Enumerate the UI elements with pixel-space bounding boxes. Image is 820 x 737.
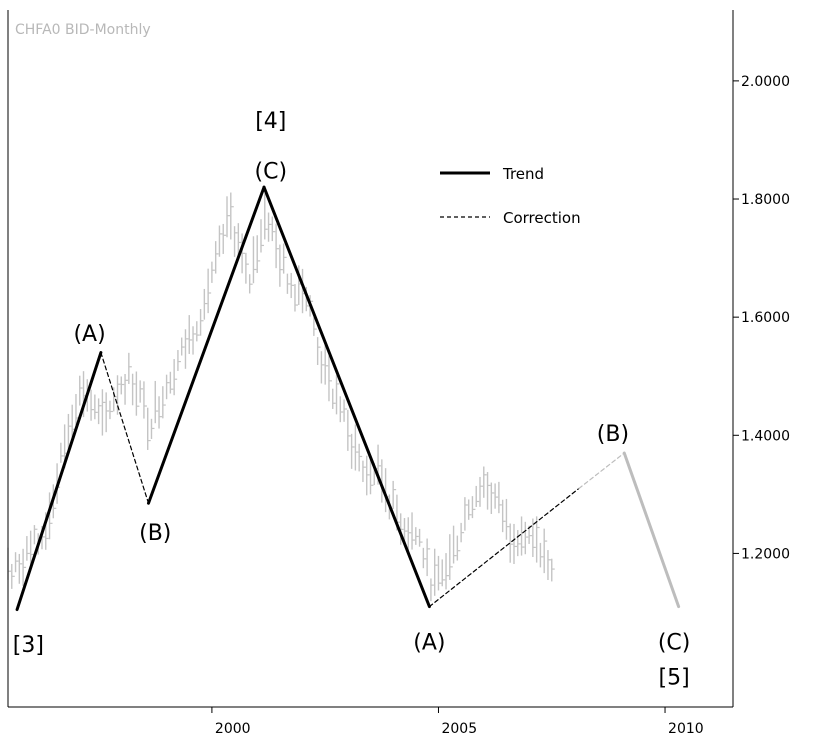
legend-label: Correction xyxy=(503,209,581,227)
wave-labels: [3] (A) (B) [4] (C) (A) (B) (C) [5] xyxy=(13,109,691,691)
wave-line-trend xyxy=(146,185,266,505)
wave-label: (C) xyxy=(658,630,691,655)
x-tick-label: 2005 xyxy=(441,721,477,737)
wave-label: (A) xyxy=(413,630,445,655)
y-tick-label: 1.4000 xyxy=(741,428,790,444)
wave-line-trend xyxy=(262,185,431,609)
wave-line-correction xyxy=(428,487,580,608)
x-tick-label: 2000 xyxy=(215,721,251,737)
y-tick-label: 1.2000 xyxy=(741,546,790,562)
wave-line-trend xyxy=(15,351,103,612)
wave-line-correction xyxy=(100,351,150,504)
wave-label: (A) xyxy=(73,322,105,347)
y-tick-label: 2.0000 xyxy=(741,74,790,90)
y-tick-label: 1.6000 xyxy=(741,310,790,326)
wave-label: (B) xyxy=(139,521,171,546)
price-bars xyxy=(7,192,555,602)
wave-label: [3] xyxy=(13,633,44,658)
chart-title: CHFA0 BID-Monthly xyxy=(15,22,151,38)
wave-label: (C) xyxy=(255,159,288,184)
wave-label: [4] xyxy=(255,109,286,134)
x-tick-label: 2010 xyxy=(668,721,704,737)
wave-line-projection xyxy=(578,452,625,490)
legend: Trend Correction xyxy=(440,165,581,227)
y-tick-label: 1.8000 xyxy=(741,192,790,208)
wave-label: [5] xyxy=(659,666,690,691)
wave-lines xyxy=(15,185,681,612)
axes: 2.0000 1.8000 1.6000 1.4000 1.2000 2000 2005 20… xyxy=(7,10,790,737)
legend-label: Trend xyxy=(502,165,544,183)
wave-label: (B) xyxy=(597,422,629,447)
wave-line-projection xyxy=(622,451,681,609)
